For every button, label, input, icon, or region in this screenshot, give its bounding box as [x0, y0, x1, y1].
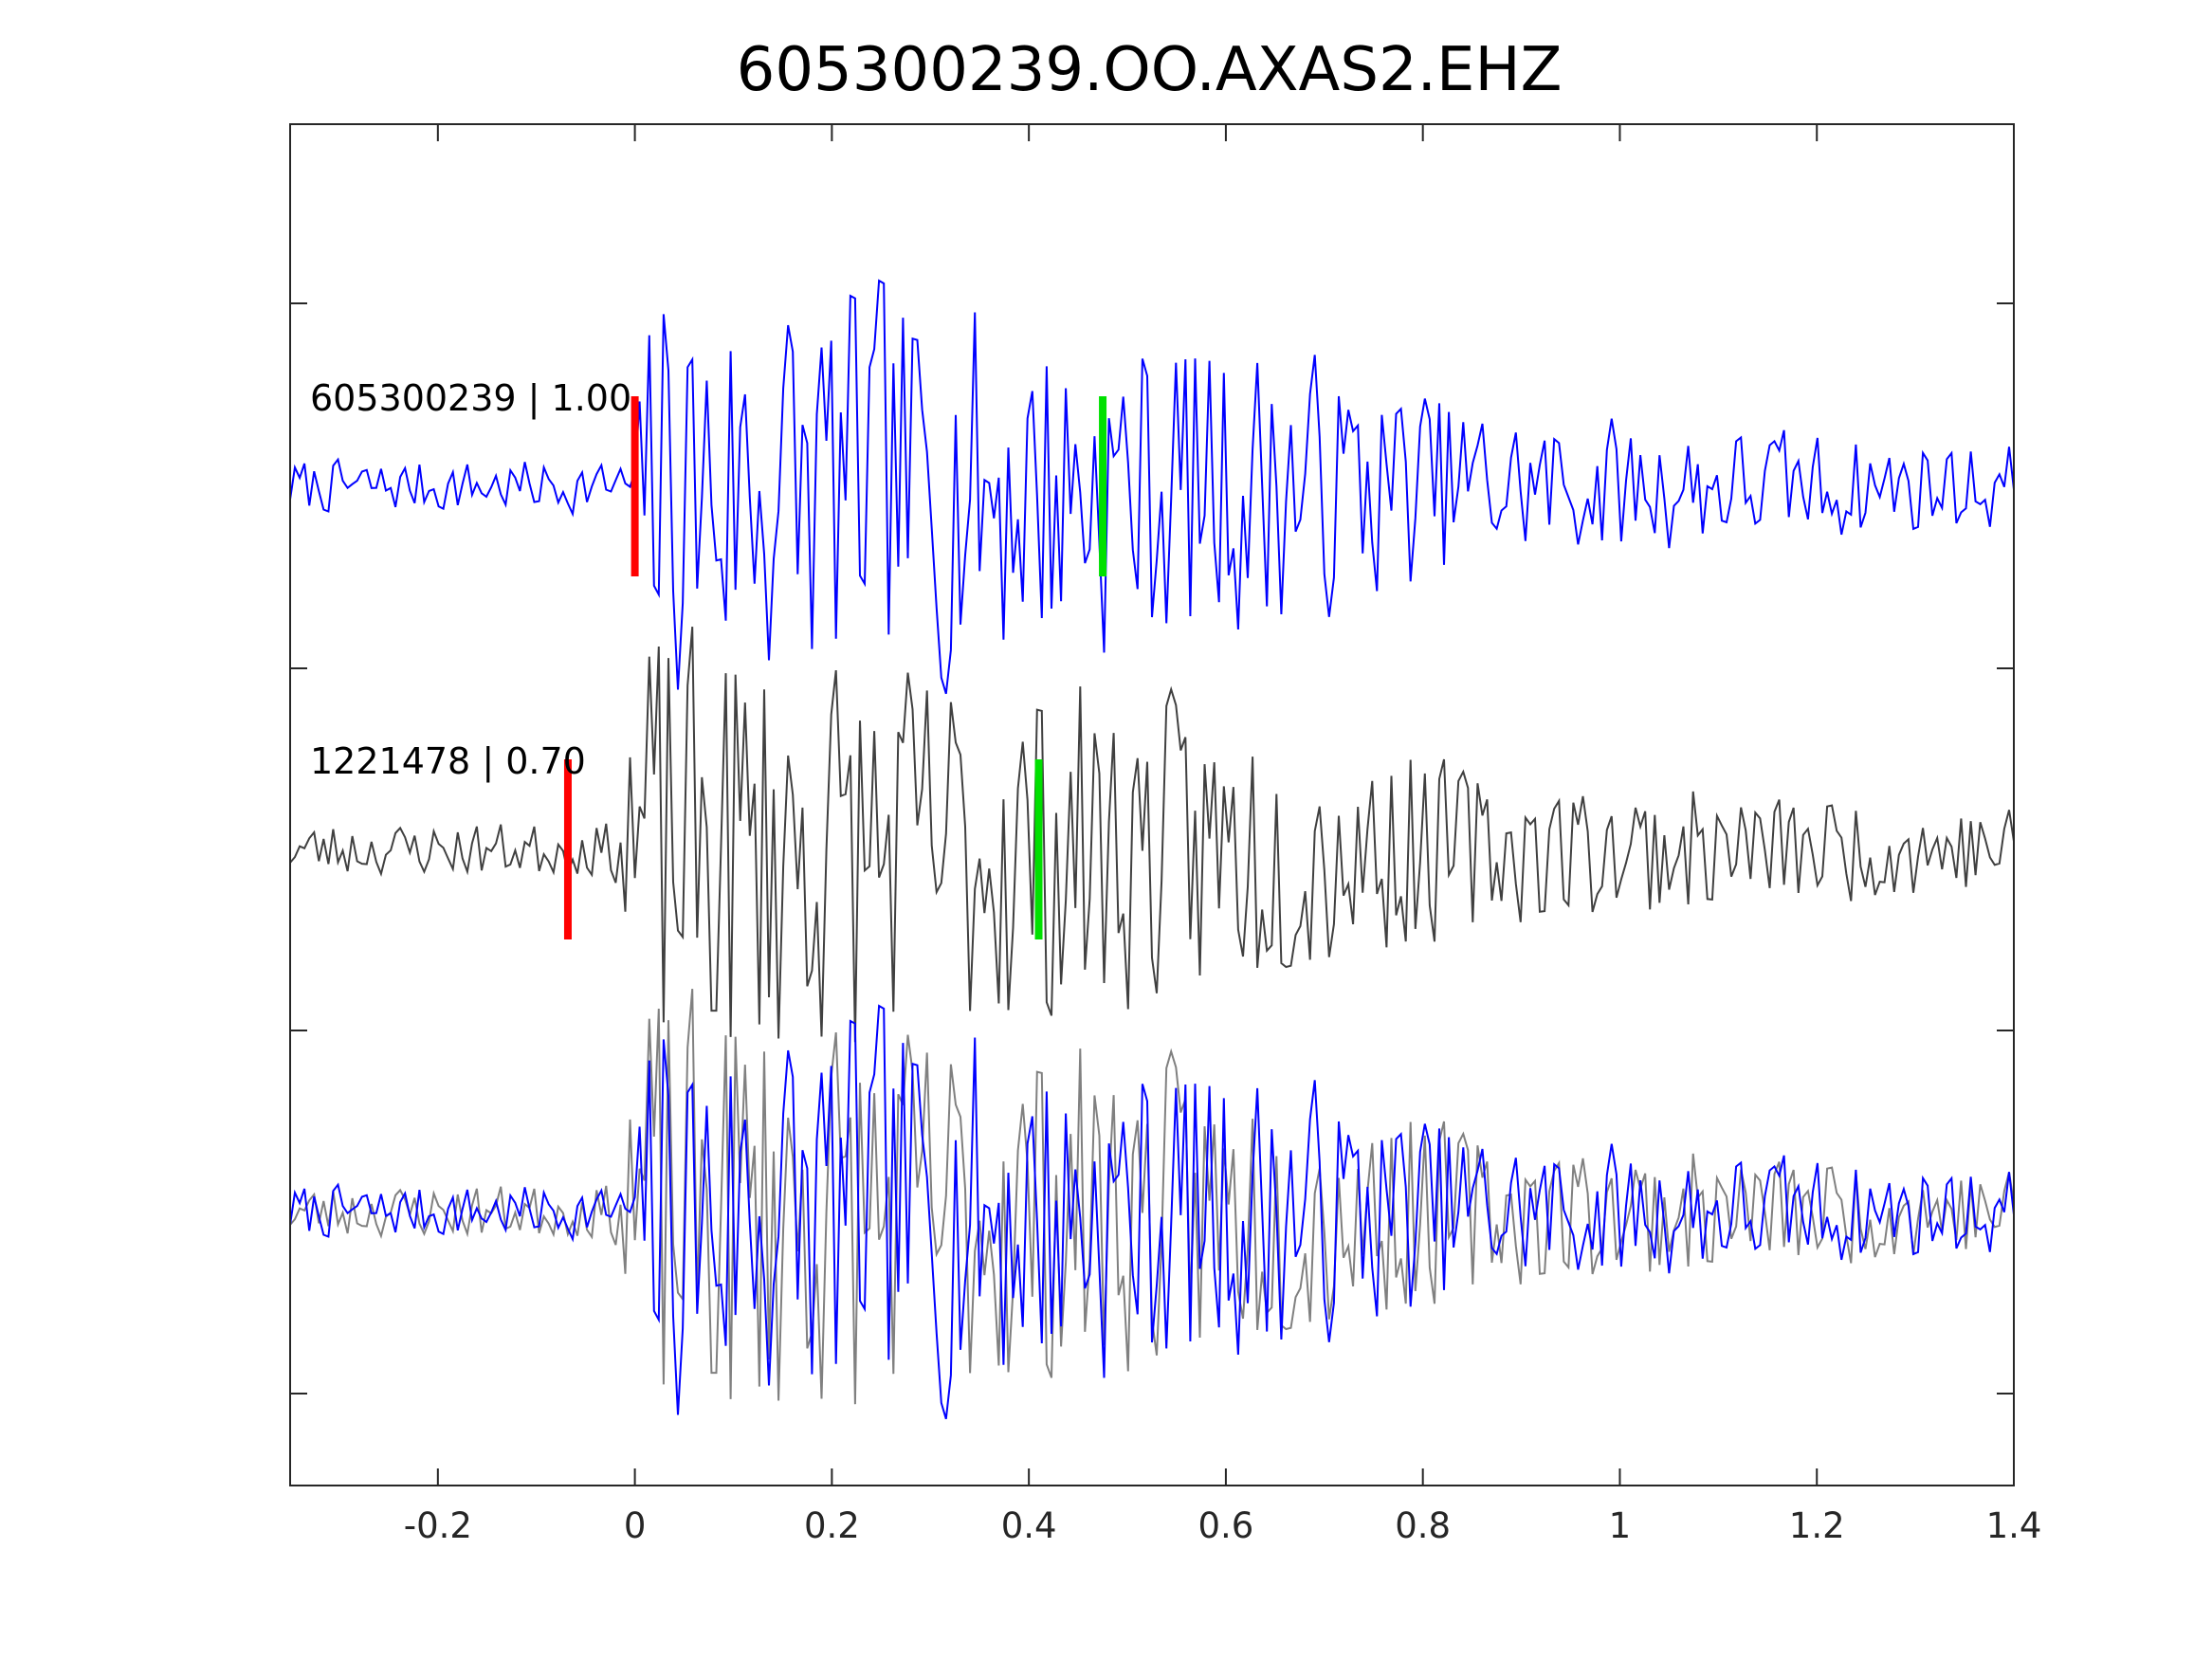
trace-label: 605300239 | 1.00: [310, 377, 631, 420]
x-tick-label: 0.2: [804, 1505, 860, 1546]
x-tick-label: 0.8: [1395, 1505, 1451, 1546]
x-tick-labels: -0.2 0 0.2 0.4 0.6 0.8 1 1.2 1.4: [404, 1505, 2042, 1546]
waveform-trace: [289, 627, 2015, 1043]
trace-labels: 605300239 | 1.00 1221478 | 0.70: [310, 377, 631, 783]
overlay-trace-template: [289, 1004, 2015, 1420]
x-tick-label: 0: [624, 1505, 647, 1546]
waveform-trace: [289, 279, 2015, 695]
plot-area: [289, 279, 2015, 1420]
x-tick-label: 0.6: [1197, 1505, 1253, 1546]
x-tick-label: 1.4: [1986, 1505, 2042, 1546]
trace-label: 1221478 | 0.70: [310, 740, 586, 783]
axis-ticks: [290, 124, 2015, 1486]
axes-box: [289, 123, 2015, 1486]
chart-title: 605300239.OO.AXAS2.EHZ: [737, 35, 1563, 105]
x-tick-label: 1: [1609, 1505, 1632, 1546]
x-tick-label: -0.2: [404, 1505, 472, 1546]
x-tick-label: 0.4: [1001, 1505, 1057, 1546]
x-tick-label: 1.2: [1789, 1505, 1845, 1546]
